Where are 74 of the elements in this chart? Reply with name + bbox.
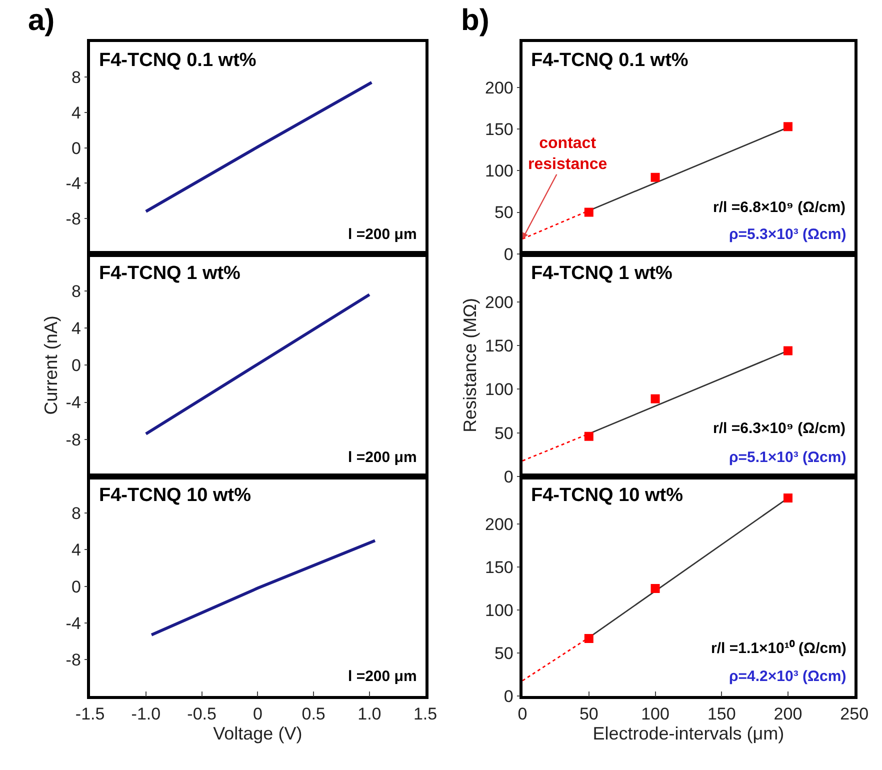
annotation: F4-TCNQ 0.1 wt%: [531, 50, 688, 71]
y-tick-label: 100: [485, 380, 514, 400]
y-tick-label: 50: [494, 644, 514, 664]
x-tick-label: 100: [641, 704, 670, 724]
x-tick-label: 0: [252, 704, 262, 724]
x-axis-title: Electrode-intervals (μm): [592, 723, 784, 744]
y-tick-label: 150: [485, 120, 514, 140]
y-tick-label: -8: [66, 430, 81, 450]
annotation: F4-TCNQ 10 wt%: [531, 485, 684, 506]
y-tick-label: 150: [485, 336, 514, 356]
x-tick-label: 50: [579, 704, 598, 724]
x-tick-label: 1.0: [358, 704, 382, 724]
point: [650, 584, 660, 593]
point: [584, 634, 594, 643]
y-tick-label: 200: [485, 78, 514, 98]
y-tick-label: 100: [485, 162, 514, 181]
annotation: l =200 μm: [348, 226, 417, 243]
x-tick-label: -1.0: [131, 704, 161, 724]
point: [584, 432, 594, 441]
y-tick-label: -4: [66, 614, 81, 633]
y-tick-label: 8: [71, 504, 81, 524]
annotation: l =200 μm: [348, 668, 417, 685]
y-tick-label: 0: [71, 577, 81, 596]
annotation: ρ=5.3×10³ (Ωcm): [729, 226, 846, 243]
annotation: F4-TCNQ 1 wt%: [99, 263, 241, 284]
y-tick-label: 200: [485, 292, 514, 312]
y-tick-label: 100: [485, 600, 514, 620]
y-tick-label: -4: [66, 174, 81, 194]
y-axis-title: Resistance (MΩ): [460, 298, 480, 432]
annotation: contact resistance: [528, 135, 608, 173]
point: [650, 394, 660, 404]
chart-title: b): [461, 4, 490, 37]
y-tick-label: 0: [71, 138, 81, 158]
x-tick-label: 200: [774, 704, 802, 724]
x-axis-title: Voltage (V): [213, 723, 302, 744]
x-tick-label: 1.5: [413, 704, 438, 724]
point: [783, 122, 792, 132]
y-tick-label: 50: [494, 424, 514, 443]
y-tick-label: 0: [504, 244, 514, 264]
y-tick-label: -8: [66, 650, 81, 670]
y-tick-label: 4: [71, 319, 81, 338]
x-tick-label: 150: [707, 704, 736, 724]
annotation: l =200 μm: [348, 449, 417, 466]
y-tick-label: 50: [494, 203, 514, 222]
y-tick-label: 150: [485, 558, 514, 577]
y-tick-label: 0: [504, 467, 514, 486]
annotation: ρ=4.2×10³ (Ωcm): [729, 668, 846, 685]
point: [584, 208, 594, 217]
point: [783, 494, 792, 503]
y-tick-label: 8: [71, 68, 81, 88]
y-tick-label: -8: [66, 209, 81, 228]
annotation: r/l =6.8×10⁹ (Ω/cm): [713, 199, 846, 216]
y-tick-label: 8: [71, 282, 81, 301]
point: [650, 172, 660, 182]
annotation: F4-TCNQ 1 wt%: [531, 263, 673, 284]
y-tick-label: 200: [485, 514, 514, 534]
y-tick-label: 4: [71, 540, 81, 560]
y-tick-label: -4: [66, 393, 81, 412]
y-tick-label: 0: [71, 356, 81, 376]
y-axis-title: Current (nA): [40, 316, 61, 415]
point: [783, 346, 792, 356]
x-tick-label: 0.5: [302, 704, 326, 724]
x-tick-label: 0: [518, 704, 528, 724]
annotation: F4-TCNQ 10 wt%: [99, 485, 252, 506]
annotation: F4-TCNQ 0.1 wt%: [99, 50, 256, 71]
chart-title: a): [28, 4, 55, 37]
y-tick-label: 0: [504, 687, 514, 706]
x-tick-label: -0.5: [187, 704, 216, 724]
annotation: ρ=5.1×10³ (Ωcm): [729, 449, 846, 466]
annotation: r/l =1.1×10¹⁰ (Ω/cm): [711, 639, 846, 657]
annotation: r/l =6.3×10⁹ (Ω/cm): [713, 420, 846, 437]
y-tick-label: 4: [71, 103, 81, 122]
x-tick-label: -1.5: [75, 704, 105, 724]
x-tick-label: 250: [840, 704, 869, 724]
